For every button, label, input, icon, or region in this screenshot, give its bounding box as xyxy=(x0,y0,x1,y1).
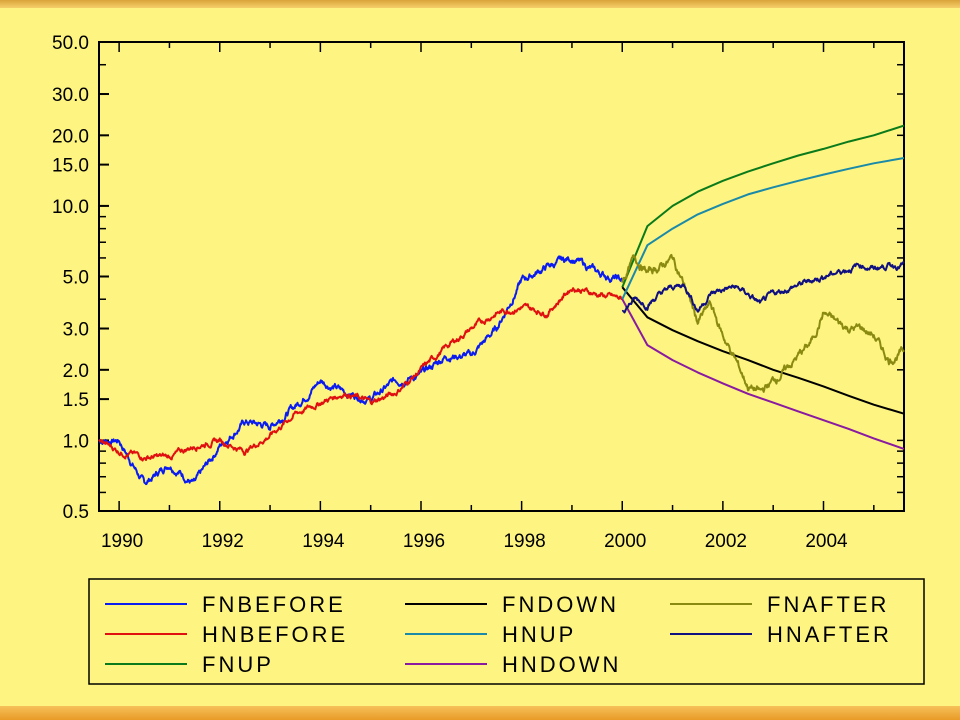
x-tick-label: 2002 xyxy=(705,531,747,552)
bottom-decorative-bar xyxy=(0,706,960,720)
y-tick-label: 30.0 xyxy=(52,85,89,106)
series-line-fnafter xyxy=(621,253,905,393)
x-tick-label: 1996 xyxy=(403,531,445,552)
x-tick-label: 1992 xyxy=(202,531,244,552)
legend-label-hnafter: HNAFTER xyxy=(767,622,892,647)
y-tick-label: 50.0 xyxy=(52,33,89,54)
x-tick-label: 1998 xyxy=(503,531,545,552)
x-tick-label: 2004 xyxy=(805,531,848,552)
legend-label-hnbefore: HNBEFORE xyxy=(202,622,348,647)
top-decorative-bar xyxy=(0,0,960,8)
series-line-fndown xyxy=(621,286,905,415)
x-tick-label: 1990 xyxy=(101,531,143,552)
legend-box xyxy=(88,578,925,685)
series-line-hndown xyxy=(621,298,905,450)
series-line-hnup xyxy=(621,157,905,300)
legend-label-fndown: FNDOWN xyxy=(502,592,619,617)
y-tick-label: 1.5 xyxy=(63,390,89,411)
y-tick-label: 0.5 xyxy=(63,502,89,523)
series-line-fnup xyxy=(621,124,905,288)
legend-label-fnbefore: FNBEFORE xyxy=(202,592,346,617)
series-line-hnbefore xyxy=(98,287,623,462)
y-tick-label: 1.0 xyxy=(63,431,89,452)
x-tick-label: 1994 xyxy=(302,531,345,552)
y-tick-label: 5.0 xyxy=(63,268,89,289)
y-tick-label: 20.0 xyxy=(52,126,89,147)
y-tick-label: 3.0 xyxy=(63,320,89,341)
series-line-fnbefore xyxy=(98,255,623,486)
x-tick-label: 2000 xyxy=(604,531,646,552)
y-tick-label: 2.0 xyxy=(63,361,89,382)
legend-label-fnup: FNUP xyxy=(202,652,274,677)
series-line-hnafter xyxy=(621,261,905,314)
legend-label-hnup: HNUP xyxy=(502,622,576,647)
legend-label-fnafter: FNAFTER xyxy=(767,592,889,617)
y-tick-label: 10.0 xyxy=(52,197,89,218)
y-tick-label: 15.0 xyxy=(52,156,89,177)
legend-label-hndown: HNDOWN xyxy=(502,652,621,677)
